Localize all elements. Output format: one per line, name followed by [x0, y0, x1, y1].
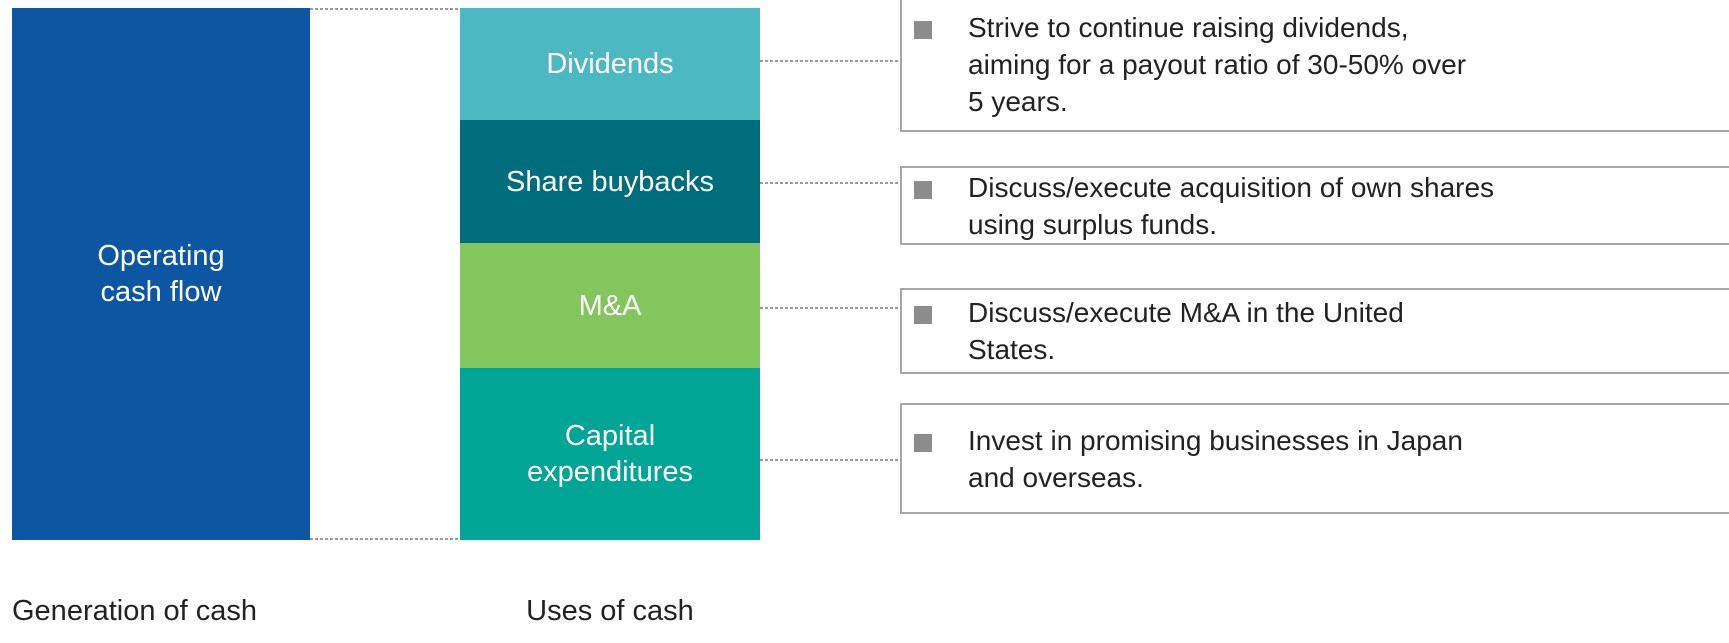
- bullet: [914, 20, 932, 39]
- note-text: Invest in promising businesses in Japan a…: [968, 422, 1463, 496]
- note-box: Invest in promising businesses in Japan a…: [900, 403, 1729, 514]
- text-line: Discuss/execute acquisition of own share…: [968, 171, 1495, 203]
- bullet: [914, 306, 932, 324]
- text-line: M&A: [578, 289, 642, 322]
- use-block: Share buybacks: [460, 120, 760, 243]
- text-line: expenditures: [526, 456, 694, 488]
- note-box: Discuss/execute M&A in the United States.: [900, 288, 1729, 374]
- text-line: and overseas.: [968, 461, 1144, 493]
- text-line: States.: [968, 334, 1056, 365]
- text-line: Discuss/execute M&A in the United: [968, 297, 1404, 328]
- use-block: Capital expenditures: [460, 368, 760, 540]
- text-line: Operating: [97, 240, 225, 272]
- caption: Uses of cash: [526, 595, 694, 627]
- source-block: Operating cash flow: [12, 8, 310, 540]
- text-line: Dividends: [546, 48, 674, 80]
- use-block: Dividends: [460, 8, 760, 120]
- note-box: Strive to continue raising dividends, aim…: [900, 0, 1729, 132]
- note-box: Discuss/execute acquisition of own share…: [900, 166, 1729, 245]
- use-block: M&A: [460, 243, 760, 368]
- note-text: Discuss/execute acquisition of own share…: [968, 169, 1494, 243]
- text-line: Invest in promising businesses in Japan: [968, 424, 1463, 456]
- note-text: Strive to continue raising dividends, aim…: [968, 9, 1466, 120]
- text-line: Capital: [564, 420, 656, 452]
- text-line: aiming for a payout ratio of 30-50% over: [968, 48, 1467, 80]
- bullet: [914, 180, 932, 199]
- text-line: using surplus funds.: [968, 208, 1218, 240]
- text-line: Share buybacks: [506, 165, 714, 198]
- note-text: Discuss/execute M&A in the United States.: [968, 294, 1404, 368]
- text-line: cash flow: [100, 276, 222, 308]
- text-line: Strive to continue raising dividends,: [968, 11, 1409, 43]
- caption: Generation of cash: [12, 595, 258, 627]
- bullet: [914, 433, 932, 452]
- text-line: 5 years.: [968, 85, 1068, 117]
